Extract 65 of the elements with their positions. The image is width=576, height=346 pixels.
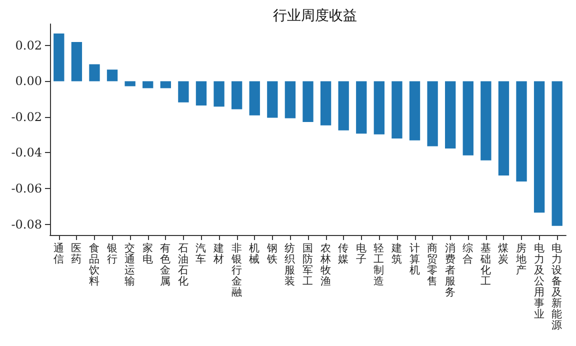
y-tick-label: -0.08 (11, 217, 42, 232)
y-tick-label: 0.00 (15, 74, 42, 88)
x-tick-label: 建筑 (390, 242, 402, 266)
bar (106, 70, 118, 82)
x-tick-label: 通信 (53, 242, 64, 266)
x-tick-label: 医药 (71, 242, 82, 266)
bar (462, 81, 474, 156)
bar (516, 81, 527, 182)
bar (196, 81, 207, 106)
bar (142, 81, 154, 88)
bar (552, 81, 562, 226)
bar (392, 81, 402, 138)
x-tick-label: 钢铁 (266, 242, 278, 266)
bar (427, 81, 438, 146)
bar (374, 81, 385, 134)
x-tick-label: 基础化工 (479, 242, 492, 288)
bar (284, 81, 296, 118)
x-tick-label: 商贸零售 (427, 242, 438, 288)
bar (356, 81, 367, 134)
x-tick-label: 计算机 (409, 242, 420, 276)
x-tick-label: 电力设备及新能源 (552, 242, 563, 332)
bar (214, 81, 224, 107)
y-tick-label: -0.06 (11, 182, 42, 196)
bar (338, 81, 349, 130)
x-tick-label: 家电 (142, 242, 154, 266)
x-tick-label: 传媒 (338, 242, 350, 266)
y-tick-label: -0.02 (11, 110, 42, 124)
y-tick-label: 0.02 (15, 38, 42, 52)
x-tick-label: 银行 (106, 242, 118, 266)
bar (160, 81, 171, 88)
bar (480, 81, 492, 160)
x-tick-label: 综合 (462, 242, 474, 266)
x-tick-label: 消费者服务 (444, 242, 456, 298)
x-tick-label: 有色金属 (160, 242, 172, 288)
bar (409, 81, 420, 140)
bar (178, 81, 189, 102)
x-tick-label: 石油石化 (178, 242, 189, 288)
x-tick-label: 煤炭 (498, 242, 510, 266)
x-tick-label: 食品饮料 (88, 242, 100, 288)
x-tick-label: 国防军工 (302, 242, 314, 288)
x-tick-label: 电力及公用事业 (534, 242, 545, 320)
bar (445, 81, 456, 148)
bar (302, 81, 314, 122)
bar (71, 42, 82, 82)
bar (267, 81, 278, 118)
bar (249, 81, 260, 116)
bar (320, 81, 332, 126)
x-tick-label: 交通运输 (124, 242, 136, 288)
chart-title: 行业周度收益 (273, 8, 357, 24)
x-tick-label: 农林牧渔 (319, 242, 332, 288)
bar (124, 81, 136, 86)
bar (231, 81, 242, 110)
x-tick-label: 纺织服装 (284, 242, 296, 288)
bar (54, 33, 64, 82)
y-tick-label: -0.04 (11, 146, 42, 160)
bar (89, 64, 100, 82)
x-tick-label: 建材 (212, 242, 225, 266)
x-tick-label: 汽车 (196, 242, 207, 266)
x-tick-label: 机械 (249, 242, 260, 266)
x-tick-label: 房地产 (515, 242, 528, 276)
x-tick-label: 轻工制造 (374, 242, 385, 288)
bar (534, 81, 545, 213)
bar (498, 81, 510, 176)
x-tick-label: 非银行金融 (230, 242, 242, 298)
x-tick-label: 电子 (356, 242, 367, 266)
